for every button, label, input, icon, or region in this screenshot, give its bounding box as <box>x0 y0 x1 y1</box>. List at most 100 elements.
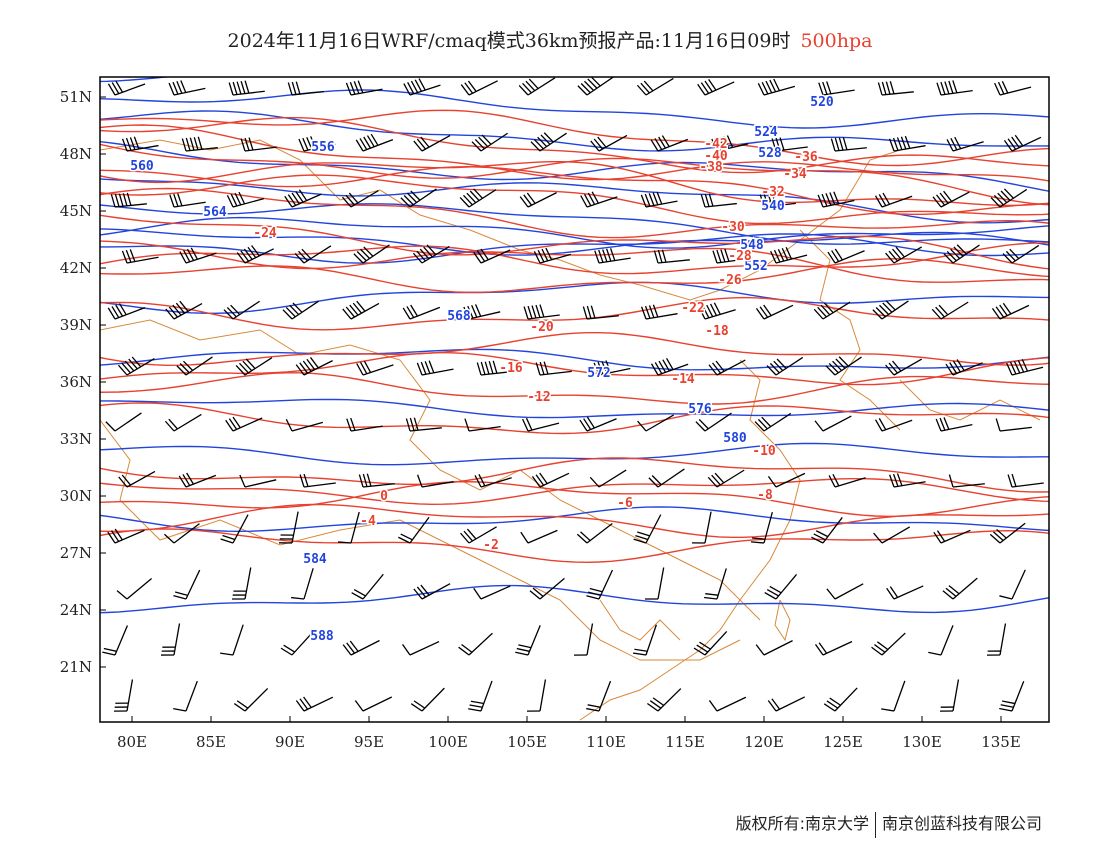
wind-barb <box>874 192 913 208</box>
wind-barb <box>236 245 274 264</box>
wind-barb <box>1006 359 1044 376</box>
wind-barb <box>767 696 806 712</box>
wind-barb <box>351 573 384 600</box>
latitude-axis: 51N 48N 45N 42N 39N 36N 33N 30N 27N 24N 21N <box>60 88 106 676</box>
wind-barb <box>698 302 736 320</box>
wind-barb <box>107 80 146 96</box>
wind-barb <box>474 473 512 488</box>
wind-barb <box>164 413 202 432</box>
border-line <box>100 419 741 661</box>
wind-barb <box>353 244 390 264</box>
height-contour-label: 548 <box>740 238 764 253</box>
wind-barb <box>814 640 853 656</box>
wind-barb <box>830 137 867 152</box>
wind-barb <box>220 514 249 544</box>
wind-barb <box>233 687 269 712</box>
lat-tick-label: 24N <box>60 601 92 619</box>
lat-tick-label: 45N <box>60 202 92 220</box>
wind-barb <box>522 417 560 432</box>
wind-barb <box>700 193 737 208</box>
wind-barb <box>886 585 924 600</box>
wind-barb <box>650 358 689 376</box>
wind-barb <box>877 81 914 96</box>
height-contour-label: 552 <box>744 259 767 274</box>
wind-barb <box>173 680 198 712</box>
wind-barb <box>117 356 155 376</box>
wind-barb <box>814 415 852 432</box>
temperature-contour-label: -20 <box>530 320 554 335</box>
wind-barb <box>223 300 260 320</box>
lon-tick-label: 105E <box>507 733 547 751</box>
wind-barb <box>476 360 513 376</box>
wind-barb <box>948 474 985 488</box>
lat-tick-label: 33N <box>60 430 92 448</box>
height-contour-label: 580 <box>723 431 747 446</box>
wind-barb <box>590 134 628 152</box>
temperature-contour-line <box>100 240 1049 283</box>
wind-barbs <box>102 77 1044 712</box>
wind-barb <box>754 412 792 432</box>
wind-barb <box>356 360 394 376</box>
wind-barb <box>693 631 728 656</box>
lat-tick-label: 48N <box>60 145 92 163</box>
wind-barb <box>235 357 273 376</box>
copyright-footer: 版权所有:南京大学 南京创蓝科技有限公司 <box>736 810 1042 838</box>
wind-barb <box>888 135 926 152</box>
lat-tick-label: 39N <box>60 316 92 334</box>
lon-tick-label: 85E <box>196 733 226 751</box>
wind-barb <box>291 568 314 600</box>
wind-barb <box>107 528 145 544</box>
height-contour-line <box>100 584 1049 614</box>
height-contour-label: 588 <box>310 629 334 644</box>
temperature-contour-line <box>100 528 1049 564</box>
temperature-contour-line <box>100 214 1049 270</box>
wind-barb <box>589 469 627 488</box>
temperature-contour-label: -18 <box>705 324 729 339</box>
wind-barb <box>811 517 843 544</box>
wind-barb <box>823 687 858 712</box>
wind-barb <box>889 473 926 488</box>
wind-barb <box>708 359 746 376</box>
wind-barb <box>530 132 567 152</box>
lon-tick-label: 115E <box>665 733 705 751</box>
wind-barb <box>813 301 851 320</box>
temperature-contour-label: -14 <box>671 372 695 387</box>
geopotential-height-contours <box>100 77 1049 614</box>
wind-barb <box>999 569 1026 600</box>
wind-barb <box>593 360 631 376</box>
wind-barb <box>766 356 804 376</box>
height-contour-label: 576 <box>688 402 712 417</box>
wind-barb <box>121 249 159 264</box>
temperature-contour-label: -42 <box>704 137 727 152</box>
wind-barb <box>872 300 909 320</box>
height-contour-label: 520 <box>810 95 834 110</box>
copyright-left: 版权所有:南京大学 <box>735 814 869 833</box>
temperature-contour-line <box>100 402 1049 435</box>
wind-barb <box>113 679 134 712</box>
wind-barb <box>468 680 493 712</box>
wind-barb <box>818 81 855 96</box>
wind-barb <box>986 623 1007 656</box>
wind-barb <box>403 78 441 96</box>
temperature-contour-label: -10 <box>752 444 776 459</box>
wind-barb <box>1007 473 1044 488</box>
temperature-contour-line <box>100 257 1049 293</box>
wind-barb <box>990 188 1028 208</box>
wind-barb <box>239 474 277 488</box>
lon-tick-label: 125E <box>823 733 863 751</box>
wind-barb <box>767 472 806 488</box>
wind-barb <box>295 696 334 712</box>
wind-barb <box>287 81 324 96</box>
temperature-contour-label: -22 <box>681 301 704 316</box>
wind-barb <box>995 418 1032 432</box>
wind-barb <box>412 244 450 264</box>
wind-barb <box>168 80 206 96</box>
wind-barb <box>579 416 617 432</box>
wind-barb <box>531 472 570 488</box>
wind-barb <box>885 358 923 376</box>
wind-barb <box>529 577 565 600</box>
wind-barb <box>225 416 263 432</box>
title-text: 2024年11月16日WRF/cmaq模式36km预报产品:11月16日09时 <box>227 30 791 52</box>
map-title: 2024年11月16日WRF/cmaq模式36km预报产品:11月16日09时 5… <box>0 26 1100 53</box>
wind-barb <box>337 511 360 544</box>
